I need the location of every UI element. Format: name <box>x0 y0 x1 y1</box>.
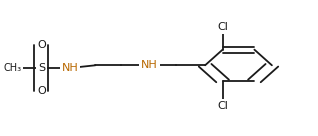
Text: NH: NH <box>62 63 78 73</box>
Text: O: O <box>37 40 46 50</box>
Text: O: O <box>37 86 46 96</box>
Text: Cl: Cl <box>217 22 228 32</box>
Text: S: S <box>38 63 45 73</box>
Text: CH₃: CH₃ <box>4 63 22 73</box>
Text: NH: NH <box>141 60 158 70</box>
Text: Cl: Cl <box>217 101 228 111</box>
